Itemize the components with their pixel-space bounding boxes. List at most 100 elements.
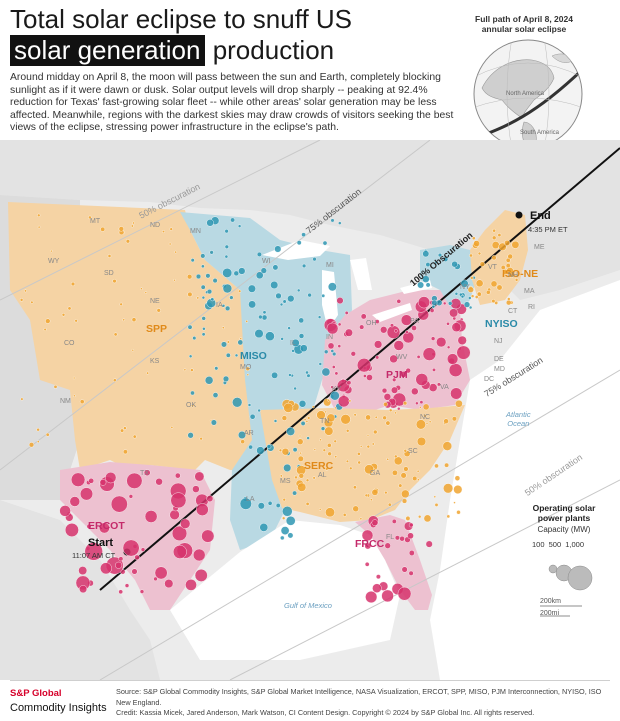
solar-plant-dot — [436, 337, 447, 348]
solar-plant-dot — [330, 349, 335, 353]
state-label-mi: MI — [326, 262, 334, 269]
solar-plant-dot — [504, 239, 511, 246]
solar-plant-dot — [321, 367, 331, 377]
solar-plant-dot — [387, 502, 392, 507]
solar-plant-dot — [327, 398, 330, 402]
solar-plant-dot — [169, 227, 173, 231]
solar-plant-dot — [24, 289, 27, 293]
globe-inset: North America South America — [473, 39, 583, 149]
solar-plant-dot — [434, 463, 439, 469]
solar-plant-dot — [258, 314, 263, 320]
solar-plant-dot — [59, 505, 71, 517]
solar-plant-dot — [338, 221, 342, 225]
solar-plant-dot — [417, 478, 420, 481]
atlantic-ocean-label: Atlantic Ocean — [506, 410, 531, 428]
solar-plant-dot — [326, 322, 339, 335]
solar-plant-dot — [401, 566, 408, 573]
solar-plant-dot — [134, 554, 140, 561]
solar-plant-dot — [245, 320, 248, 323]
solar-plant-dot — [332, 351, 337, 357]
solar-plant-dot — [100, 562, 112, 575]
solar-plant-dot — [344, 310, 349, 315]
solar-plant-dot — [297, 288, 301, 293]
solar-plant-dot — [131, 317, 137, 322]
source-text: Source: S&P Global Commodity Insights, S… — [116, 687, 602, 707]
solar-plant-dot — [433, 495, 436, 498]
solar-plant-dot — [259, 523, 269, 532]
solar-plant-dot — [283, 402, 294, 413]
solar-plant-dot — [434, 260, 438, 265]
footer-source: Source: S&P Global Commodity Insights, S… — [116, 687, 610, 719]
solar-plant-dot — [443, 483, 454, 494]
solar-plant-dot — [344, 328, 353, 337]
solar-plant-dot — [206, 289, 213, 295]
solar-plant-dot — [364, 464, 374, 475]
solar-plant-dot — [416, 469, 420, 473]
solar-plant-dot — [316, 410, 326, 420]
solar-plant-dot — [125, 239, 130, 244]
solar-plant-dot — [416, 436, 427, 447]
solar-plant-dot — [220, 341, 227, 348]
state-label-co: CO — [64, 340, 75, 347]
solar-plant-dot — [131, 568, 138, 575]
state-label-il: IL — [290, 340, 296, 347]
solar-plant-dot — [279, 302, 284, 307]
solar-plant-dot — [423, 414, 427, 418]
state-label-nj: NJ — [494, 338, 503, 345]
solar-plant-dot — [285, 515, 296, 526]
state-label-mn: MN — [190, 228, 201, 235]
solar-plant-dot — [401, 489, 410, 499]
solar-plant-dot — [403, 466, 409, 472]
atlantic-line-1: Atlantic — [506, 410, 531, 419]
solar-plant-dot — [299, 451, 302, 455]
solar-plant-dot — [45, 318, 51, 324]
solar-plant-dot — [405, 330, 409, 334]
solar-plant-dot — [36, 428, 40, 432]
solar-plant-dot — [238, 267, 246, 275]
solar-plant-dot — [380, 326, 388, 334]
solar-plant-dot — [287, 326, 291, 330]
state-label-sd: SD — [104, 270, 114, 277]
solar-plant-dot — [156, 308, 161, 313]
solar-plant-dot — [78, 566, 88, 575]
solar-plant-dot — [199, 437, 203, 441]
solar-plant-dot — [128, 494, 134, 499]
solar-plant-dot — [514, 278, 519, 282]
solar-plant-dot — [352, 485, 357, 490]
solar-plant-dot — [407, 532, 414, 540]
solar-plant-dot — [224, 244, 229, 249]
solar-plant-dot — [238, 289, 242, 293]
solar-plant-dot — [429, 308, 435, 313]
solar-plant-dot — [123, 426, 127, 430]
solar-plant-dot — [456, 345, 471, 360]
solar-plant-dot — [447, 353, 459, 365]
solar-plant-dot — [491, 255, 497, 261]
solar-plant-dot — [201, 332, 206, 337]
solar-plant-dot — [306, 373, 311, 378]
solar-plant-dot — [249, 413, 256, 420]
solar-plant-dot — [455, 399, 463, 408]
solar-plant-dot — [394, 454, 398, 459]
solar-plant-dot — [497, 233, 502, 238]
state-label-al: AL — [318, 472, 327, 479]
solar-plant-dot — [224, 229, 229, 234]
solar-plant-dot — [201, 295, 206, 300]
state-label-ga: GA — [370, 470, 381, 477]
solar-plant-dot — [454, 475, 461, 481]
solar-plant-dot — [417, 281, 424, 289]
legend-title-line-2: power plants — [537, 513, 591, 523]
solar-plant-dot — [365, 414, 371, 421]
state-label-vt: VT — [488, 264, 497, 271]
solar-plant-dot — [327, 342, 335, 350]
solar-plant-dot — [331, 365, 336, 369]
solar-plant-dot — [498, 242, 507, 251]
solar-plant-dot — [330, 385, 334, 389]
region-spp — [8, 202, 270, 470]
solar-plant-dot — [247, 284, 256, 293]
solar-plant-dot — [506, 267, 514, 275]
solar-plant-dot — [384, 542, 391, 549]
solar-plant-dot — [130, 224, 134, 228]
solar-plant-dot — [326, 413, 336, 423]
state-label-ri: RI — [528, 304, 535, 311]
solar-plant-dot — [468, 305, 473, 310]
